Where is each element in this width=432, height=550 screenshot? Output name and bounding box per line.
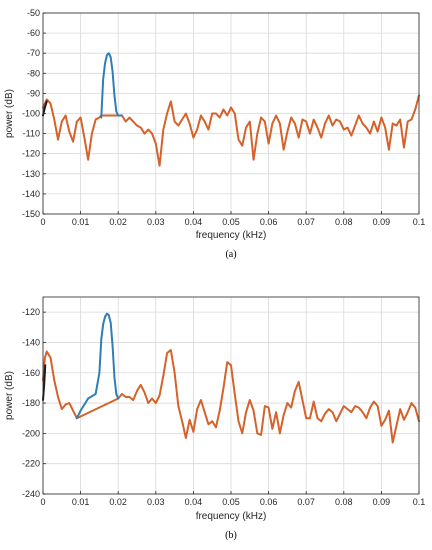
x-tick-label: 0.08 — [335, 497, 353, 507]
y-tick-label: -60 — [27, 28, 40, 38]
y-tick-label: -80 — [27, 68, 40, 78]
x-tick-label: 0.02 — [109, 497, 127, 507]
chart-a: 0 0.01 0.02 0.03 0.04 0.05 0.06 0.07 0.08 0.09 0.1… — [4, 8, 425, 260]
y-tick-label: -150 — [22, 209, 40, 219]
x-tick-label: 0.06 — [260, 217, 278, 227]
x-axis-label: frequency (kHz) — [196, 511, 267, 522]
x-tick-label: 0.09 — [373, 497, 391, 507]
x-tick-label: 0.04 — [185, 217, 203, 227]
x-tick-label: 0.1 — [413, 217, 426, 227]
y-axis-label: power (dB) — [4, 89, 15, 138]
y-tick-label: -110 — [23, 129, 40, 139]
chart-b: 0 0.01 0.02 0.03 0.04 0.05 0.06 0.07 0.08 0.09 0.1… — [4, 296, 426, 541]
x-tick-label: 0.08 — [335, 217, 353, 227]
x-tick-label: 0.05 — [222, 497, 240, 507]
y-tick-label: -50 — [27, 8, 40, 18]
y-tick-label: -180 — [22, 398, 40, 408]
panel-label: (b) — [225, 530, 237, 541]
x-tick-label: 0 — [40, 497, 45, 507]
x-axis-label: frequency (kHz) — [196, 230, 267, 241]
x-tick-label: 0.02 — [109, 217, 127, 227]
x-tick-label: 0.04 — [185, 497, 203, 507]
y-tick-label: -220 — [22, 459, 40, 469]
series-line-0 — [42, 349, 420, 444]
x-tick-label: 0.07 — [297, 217, 315, 227]
y-tick-label: -140 — [22, 189, 40, 199]
y-tick-label: -90 — [27, 88, 40, 98]
y-tick-label: -140 — [22, 337, 40, 347]
y-tick-label: -100 — [22, 109, 40, 119]
x-tick-label: 0.1 — [413, 497, 426, 507]
y-tick-label: -130 — [22, 169, 40, 179]
y-tick-label: -160 — [22, 368, 40, 378]
panel-label: (a) — [225, 249, 236, 260]
x-tick-label: 0.01 — [72, 497, 90, 507]
series-line-1 — [75, 312, 120, 420]
x-tick-label: 0.01 — [72, 217, 90, 227]
y-tick-label: -240 — [22, 489, 40, 499]
x-tick-label: 0.07 — [297, 497, 315, 507]
y-tick-label: -70 — [27, 48, 40, 58]
y-tick-label: -120 — [22, 307, 40, 317]
y-tick-label: -200 — [22, 428, 40, 438]
x-tick-label: 0.03 — [147, 497, 165, 507]
x-tick-label: 0 — [40, 217, 45, 227]
x-tick-label: 0.05 — [222, 217, 240, 227]
y-axis-label: power (dB) — [4, 371, 15, 420]
x-tick-label: 0.03 — [147, 217, 165, 227]
x-tick-label: 0.09 — [373, 217, 391, 227]
series-line-2 — [42, 100, 48, 117]
series-line-1 — [100, 52, 123, 119]
x-tick-label: 0.06 — [260, 497, 278, 507]
y-tick-label: -120 — [22, 149, 40, 159]
